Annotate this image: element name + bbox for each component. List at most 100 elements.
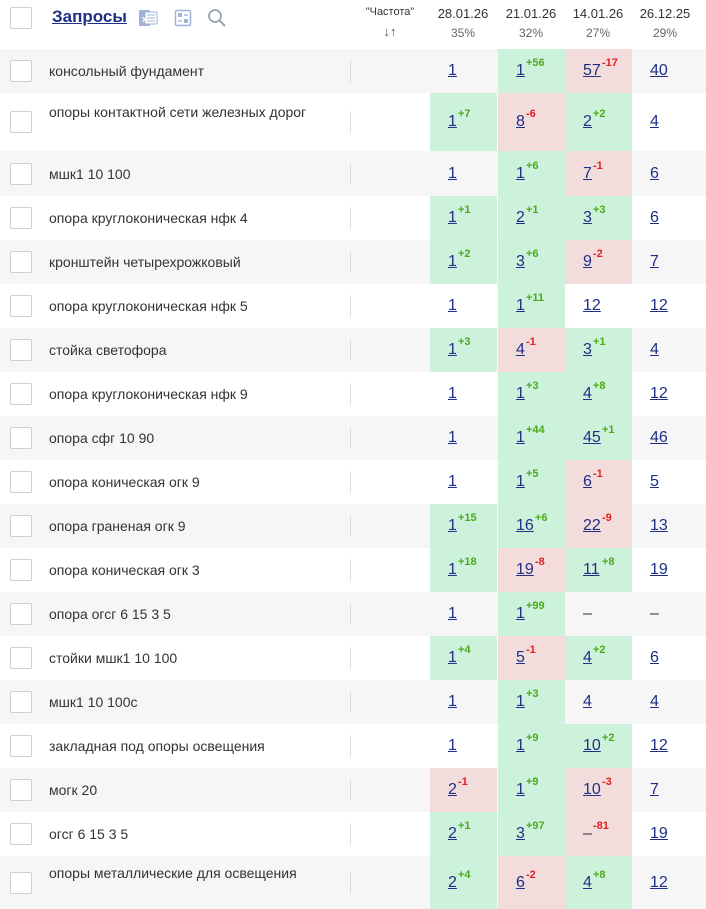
select-all-checkbox[interactable] [10,7,32,29]
position-value[interactable]: 10 [583,781,601,798]
position-value[interactable]: 1 [448,165,457,182]
position-value[interactable]: 19 [516,561,534,578]
position-value[interactable]: 1 [448,297,457,314]
position-value[interactable]: 1 [448,429,457,446]
position-value[interactable]: 46 [650,429,668,446]
position-value[interactable]: 2 [448,825,457,842]
position-value[interactable]: 4 [516,341,525,358]
position-value[interactable]: 22 [583,517,601,534]
row-checkbox[interactable] [10,163,32,185]
position-value[interactable]: 1 [448,605,457,622]
position-value[interactable]: 1 [516,165,525,182]
queries-title-link[interactable]: Запросы [52,7,127,26]
position-value[interactable]: 13 [650,517,668,534]
frequency-column-header[interactable]: "Частота" ↓↑ [352,6,428,39]
position-value[interactable]: 8 [516,113,525,130]
position-value[interactable]: 4 [650,693,659,710]
position-value[interactable]: 12 [583,297,601,314]
position-value[interactable]: 1 [516,429,525,446]
position-value[interactable]: 1 [448,737,457,754]
position-value[interactable]: 1 [448,649,457,666]
row-checkbox[interactable] [10,691,32,713]
position-value[interactable]: 1 [516,605,525,622]
position-value[interactable]: 1 [448,473,457,490]
position-value[interactable]: 3 [583,341,592,358]
position-value[interactable]: 6 [583,473,592,490]
position-value[interactable]: 4 [583,649,592,666]
position-value[interactable]: 4 [583,874,592,891]
date-column-header[interactable]: 26.12.25 29% [632,6,698,40]
position-value[interactable]: 6 [516,874,525,891]
date-column-header[interactable]: 14.01.26 27% [565,6,631,40]
position-value[interactable]: 7 [650,781,659,798]
date-column-header[interactable]: 21.01.26 32% [498,6,564,40]
row-checkbox[interactable] [10,60,32,82]
position-value[interactable]: 11 [583,561,600,578]
sort-icon[interactable]: ↓↑ [383,24,397,39]
position-value[interactable]: 12 [650,385,668,402]
position-value[interactable]: 5 [650,473,659,490]
position-value[interactable]: 6 [650,649,659,666]
row-checkbox[interactable] [10,559,32,581]
position-value[interactable]: 1 [448,517,457,534]
position-value[interactable]: 4 [650,113,659,130]
position-value[interactable]: 6 [650,209,659,226]
position-value[interactable]: 1 [516,62,525,79]
position-value[interactable]: 5 [516,649,525,666]
position-value[interactable]: 1 [516,473,525,490]
position-value[interactable]: 1 [516,385,525,402]
position-value[interactable]: 12 [650,874,668,891]
position-value[interactable]: 2 [516,209,525,226]
position-value[interactable]: 19 [650,825,668,842]
position-value[interactable]: 1 [448,113,457,130]
row-checkbox[interactable] [10,111,32,133]
position-value[interactable]: 45 [583,429,601,446]
excel-icon[interactable]: x [138,9,158,27]
row-checkbox[interactable] [10,339,32,361]
position-value[interactable]: 2 [583,113,592,130]
position-value[interactable]: 4 [650,341,659,358]
position-value[interactable]: 2 [448,874,457,891]
row-checkbox[interactable] [10,251,32,273]
position-value[interactable]: 40 [650,62,668,79]
row-checkbox[interactable] [10,603,32,625]
position-value[interactable]: 16 [516,517,534,534]
position-value[interactable]: 4 [583,385,592,402]
position-value[interactable]: 1 [516,781,525,798]
position-value[interactable]: 3 [516,825,525,842]
row-checkbox[interactable] [10,383,32,405]
position-value[interactable]: 12 [650,737,668,754]
row-checkbox[interactable] [10,295,32,317]
row-checkbox[interactable] [10,427,32,449]
position-value[interactable]: 12 [650,297,668,314]
position-value[interactable]: 9 [583,253,592,270]
position-value[interactable]: 10 [583,737,601,754]
position-value[interactable]: 1 [516,693,525,710]
position-value[interactable]: 1 [448,693,457,710]
position-value[interactable]: 7 [650,253,659,270]
row-checkbox[interactable] [10,872,32,894]
row-checkbox[interactable] [10,515,32,537]
row-checkbox[interactable] [10,823,32,845]
position-value[interactable]: 7 [583,165,592,182]
date-column-header[interactable]: 28.01.26 35% [430,6,496,40]
position-value[interactable]: 19 [650,561,668,578]
row-checkbox[interactable] [10,471,32,493]
position-value[interactable]: 1 [448,62,457,79]
row-checkbox[interactable] [10,779,32,801]
position-value[interactable]: 2 [448,781,457,798]
position-value[interactable]: 1 [448,253,457,270]
row-checkbox[interactable] [10,735,32,757]
row-checkbox[interactable] [10,207,32,229]
position-value[interactable]: 4 [583,693,592,710]
position-value[interactable]: 1 [516,737,525,754]
position-value[interactable]: 3 [583,209,592,226]
position-value[interactable]: 3 [516,253,525,270]
position-value[interactable]: 57 [583,62,601,79]
position-value[interactable]: 1 [448,341,457,358]
row-checkbox[interactable] [10,647,32,669]
position-value[interactable]: 1 [448,385,457,402]
position-value[interactable]: 1 [516,297,525,314]
search-icon[interactable] [207,8,227,28]
position-value[interactable]: 6 [650,165,659,182]
